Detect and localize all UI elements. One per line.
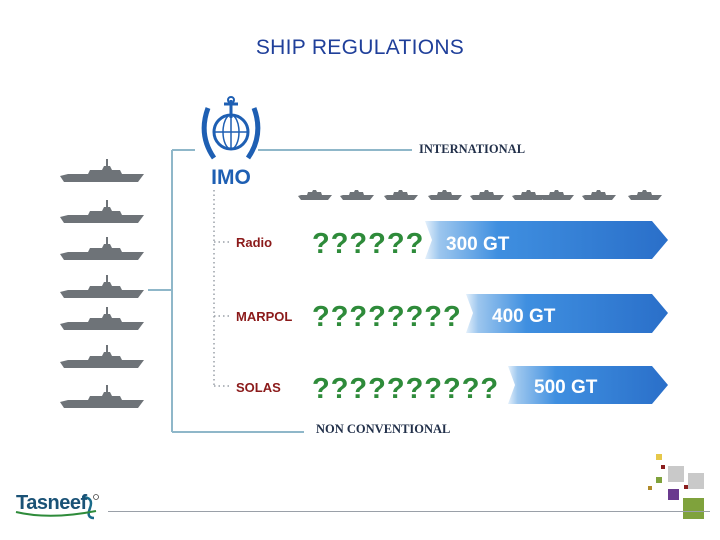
regulation-name: SOLAS (236, 380, 281, 395)
ship-icon (60, 385, 144, 408)
tasneef-logo: Tasneef (16, 492, 87, 514)
decor-square (684, 485, 688, 489)
top-ship-row (298, 190, 662, 200)
threshold-label: 300 GT (446, 234, 510, 255)
ship-icon (60, 200, 144, 223)
threshold-arrow (425, 221, 668, 259)
left-ship-column (60, 159, 144, 408)
ship-icon (298, 190, 332, 200)
ship-icon (60, 345, 144, 368)
tree-connectors (148, 149, 412, 433)
page-title: SHIP REGULATIONS (255, 36, 465, 59)
regulation-name: Radio (236, 235, 272, 250)
regulation-name: MARPOL (236, 309, 292, 324)
ship-icon (60, 307, 144, 330)
decor-square (688, 473, 704, 489)
decor-square (656, 454, 662, 460)
tasneef-logo-mark (15, 494, 99, 520)
international-label: INTERNATIONAL (419, 142, 525, 156)
ship-icon (60, 159, 144, 182)
threshold-arrow (508, 366, 668, 404)
decor-square (648, 486, 652, 490)
ship-icon (512, 190, 546, 200)
ship-icon (60, 275, 144, 298)
decor-square (683, 498, 704, 519)
regulation-row-solas: SOLAS ?????????? 500 GT (236, 366, 668, 405)
ship-icon (628, 190, 662, 200)
regulation-marks: ?????????? (312, 373, 499, 405)
ship-icon (384, 190, 418, 200)
imo-label: IMO (211, 166, 251, 189)
ship-icon (470, 190, 504, 200)
ship-icon (540, 190, 574, 200)
footer-divider (108, 511, 710, 512)
decor-square (668, 466, 684, 482)
decorative-squares (648, 454, 704, 519)
regulation-row-radio: Radio ?????? 300 GT (236, 221, 668, 260)
threshold-arrow (466, 294, 668, 333)
ship-icon (340, 190, 374, 200)
ship-icon (60, 237, 144, 260)
regulation-row-marpol: MARPOL ???????? 400 GT (236, 294, 668, 333)
decor-square (668, 489, 679, 500)
dotted-branches (213, 190, 232, 387)
regulation-marks: ???????? (312, 301, 462, 333)
decor-square (656, 477, 662, 483)
regulation-marks: ?????? (312, 228, 424, 260)
decor-square (661, 465, 665, 469)
non-conventional-label: NON CONVENTIONAL (316, 422, 450, 436)
ship-icon (582, 190, 616, 200)
ship-icon (428, 190, 462, 200)
threshold-label: 400 GT (492, 306, 556, 327)
imo-emblem: IMO (201, 96, 261, 189)
threshold-label: 500 GT (534, 377, 598, 398)
